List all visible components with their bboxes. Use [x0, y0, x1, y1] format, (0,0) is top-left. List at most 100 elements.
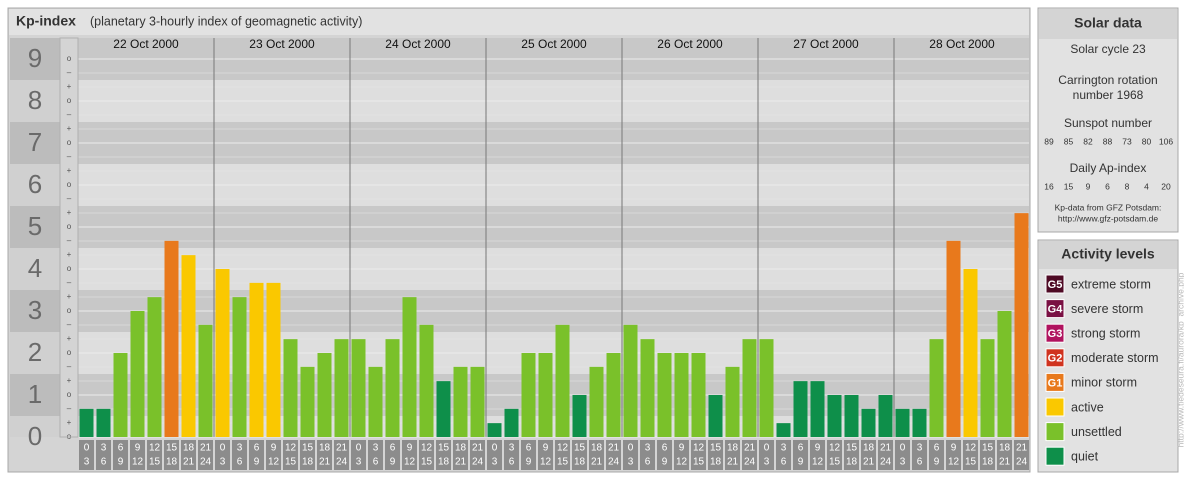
hour-box: [215, 440, 230, 470]
kp-label-band: [10, 248, 60, 290]
hour-box: [266, 440, 281, 470]
hour-start: 0: [764, 443, 770, 454]
day-label: 23 Oct 2000: [249, 37, 315, 51]
hour-start: 0: [220, 443, 226, 454]
hour-end: 12: [676, 457, 688, 468]
hour-box: [657, 440, 672, 470]
hour-box: [827, 440, 842, 470]
minor-tick-label: +: [67, 250, 72, 259]
hour-end: 21: [319, 457, 331, 468]
sunspot-value: 73: [1122, 136, 1132, 146]
hour-start: 12: [557, 443, 569, 454]
bar: [470, 366, 485, 437]
hour-start: 21: [1016, 443, 1028, 454]
bar: [436, 381, 451, 437]
y-tick-label: 6: [28, 169, 42, 199]
hour-start: 15: [166, 443, 178, 454]
bar: [198, 324, 213, 437]
hour-end: 24: [1016, 457, 1028, 468]
hour-box: [895, 440, 910, 470]
minor-tick-label: +: [67, 124, 72, 133]
hour-box: [334, 440, 349, 470]
hour-end: 24: [744, 457, 756, 468]
hour-end: 6: [509, 457, 515, 468]
hour-start: 6: [390, 443, 396, 454]
y-tick-label: 3: [28, 295, 42, 325]
hour-start: 18: [591, 443, 603, 454]
hour-box: [487, 440, 502, 470]
minor-tick-label: o: [67, 54, 72, 63]
bar: [572, 395, 587, 437]
ap-value: 6: [1105, 181, 1110, 191]
y-tick-label: 2: [28, 337, 42, 367]
hour-start: 0: [356, 443, 362, 454]
hour-start: 3: [645, 443, 651, 454]
hour-box: [504, 440, 519, 470]
bar: [402, 297, 417, 437]
hour-start: 18: [727, 443, 739, 454]
minor-tick-label: –: [67, 68, 72, 77]
minor-tick-label: +: [67, 334, 72, 343]
hour-box: [844, 440, 859, 470]
bar: [674, 353, 689, 437]
kp-label-band: [10, 374, 60, 416]
hour-box: [878, 440, 893, 470]
hour-end: 15: [149, 457, 161, 468]
minor-tick-label: –: [67, 362, 72, 371]
hour-box: [130, 440, 145, 470]
sunspot-label: Sunspot number: [1064, 116, 1152, 130]
bar: [419, 324, 434, 437]
level-badge: G5: [1048, 279, 1063, 291]
hour-start: 9: [407, 443, 413, 454]
minor-tick-label: –: [67, 152, 72, 161]
bar: [980, 339, 995, 437]
hour-end: 21: [727, 457, 739, 468]
level-label: unsettled: [1071, 425, 1122, 439]
level-swatch: [1045, 299, 1065, 319]
hour-end: 18: [574, 457, 586, 468]
bar: [334, 339, 349, 437]
hour-end: 6: [781, 457, 787, 468]
hour-start: 21: [744, 443, 756, 454]
hour-start: 3: [101, 443, 107, 454]
hour-start: 6: [526, 443, 532, 454]
bar: [164, 240, 179, 437]
bar: [946, 240, 961, 437]
y-tick-label: 7: [28, 127, 42, 157]
minor-tick-label: +: [67, 376, 72, 385]
hour-end: 9: [934, 457, 940, 468]
hour-end: 12: [540, 457, 552, 468]
hour-end: 6: [101, 457, 107, 468]
minor-label-column: [59, 37, 79, 438]
hour-start: 0: [84, 443, 90, 454]
day-label: 27 Oct 2000: [793, 37, 859, 51]
carrington: Carrington rotation: [1058, 73, 1157, 87]
hour-end: 3: [628, 457, 634, 468]
hour-end: 18: [438, 457, 450, 468]
hour-box: [521, 440, 536, 470]
hour-box: [232, 440, 247, 470]
hour-start: 18: [183, 443, 195, 454]
hour-start: 3: [917, 443, 923, 454]
hour-end: 21: [999, 457, 1011, 468]
hour-end: 9: [254, 457, 260, 468]
solar-title: Solar data: [1074, 15, 1142, 31]
ap-value: 16: [1044, 181, 1054, 191]
hour-box: [674, 440, 689, 470]
hour-box: [181, 440, 196, 470]
hour-box: [555, 440, 570, 470]
hour-start: 12: [421, 443, 433, 454]
sunspot-value: 80: [1142, 136, 1152, 146]
minor-tick-label: –: [67, 320, 72, 329]
bar: [1014, 213, 1029, 437]
level-swatch: [1045, 274, 1065, 294]
hour-box: [96, 440, 111, 470]
hour-end: 6: [645, 457, 651, 468]
minor-tick-label: +: [67, 292, 72, 301]
hour-end: 18: [710, 457, 722, 468]
hour-start: 9: [135, 443, 141, 454]
hour-box: [113, 440, 128, 470]
sunspot-value: 82: [1083, 136, 1093, 146]
hour-start: 0: [628, 443, 634, 454]
hour-end: 15: [421, 457, 433, 468]
